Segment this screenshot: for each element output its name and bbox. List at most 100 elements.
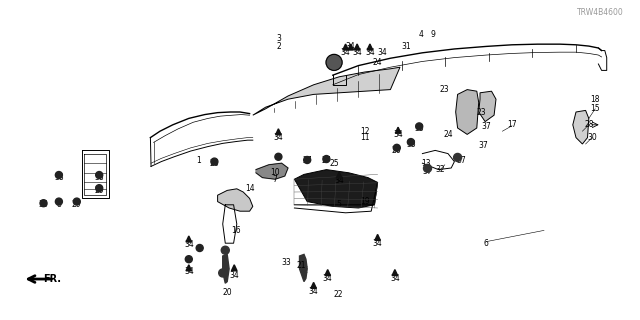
Text: 34: 34 bbox=[334, 176, 344, 185]
Polygon shape bbox=[456, 90, 479, 134]
Polygon shape bbox=[343, 44, 348, 50]
Text: 23: 23 bbox=[440, 85, 450, 94]
Text: 18: 18 bbox=[591, 95, 600, 104]
Polygon shape bbox=[573, 110, 589, 144]
Text: 9: 9 bbox=[430, 30, 435, 39]
Circle shape bbox=[96, 172, 102, 179]
Circle shape bbox=[74, 198, 80, 205]
Text: 28: 28 bbox=[584, 120, 593, 129]
Text: 8: 8 bbox=[56, 200, 61, 209]
Polygon shape bbox=[223, 254, 229, 283]
Polygon shape bbox=[186, 265, 191, 271]
Text: 38: 38 bbox=[94, 173, 104, 182]
Text: 34: 34 bbox=[365, 48, 375, 57]
Text: 38: 38 bbox=[54, 173, 64, 182]
Text: 34: 34 bbox=[184, 240, 194, 249]
Polygon shape bbox=[256, 163, 288, 179]
Circle shape bbox=[219, 269, 227, 277]
Polygon shape bbox=[300, 254, 307, 282]
Text: 24: 24 bbox=[372, 58, 383, 67]
Text: 34: 34 bbox=[393, 130, 403, 139]
Text: 26: 26 bbox=[392, 146, 402, 155]
Polygon shape bbox=[337, 172, 342, 178]
Text: 16: 16 bbox=[230, 226, 241, 235]
Text: 11: 11 bbox=[360, 133, 369, 142]
Text: 34: 34 bbox=[229, 271, 239, 280]
Text: FR.: FR. bbox=[44, 274, 61, 284]
Polygon shape bbox=[232, 265, 237, 271]
Text: 15: 15 bbox=[590, 104, 600, 113]
Polygon shape bbox=[276, 129, 281, 135]
Text: 19: 19 bbox=[360, 197, 370, 206]
Circle shape bbox=[275, 153, 282, 160]
Text: 21: 21 bbox=[296, 261, 305, 270]
Text: 25: 25 bbox=[329, 159, 339, 168]
Polygon shape bbox=[294, 170, 378, 208]
Circle shape bbox=[326, 54, 342, 70]
Circle shape bbox=[394, 144, 400, 151]
Text: 35: 35 bbox=[414, 124, 424, 132]
Polygon shape bbox=[479, 91, 496, 122]
Text: 34: 34 bbox=[346, 42, 356, 51]
Text: 26: 26 bbox=[209, 159, 220, 168]
Polygon shape bbox=[253, 67, 400, 115]
Circle shape bbox=[56, 198, 62, 205]
Text: 37: 37 bbox=[422, 167, 433, 176]
Polygon shape bbox=[218, 189, 253, 211]
Text: 33: 33 bbox=[282, 258, 292, 267]
Text: TRW4B4600: TRW4B4600 bbox=[577, 8, 624, 17]
Text: 34: 34 bbox=[323, 274, 333, 283]
Circle shape bbox=[196, 244, 203, 252]
Circle shape bbox=[304, 156, 310, 164]
Text: 34: 34 bbox=[308, 287, 319, 296]
Polygon shape bbox=[355, 44, 360, 50]
Text: 1: 1 bbox=[196, 156, 201, 164]
Text: 14: 14 bbox=[244, 184, 255, 193]
Text: 27: 27 bbox=[302, 156, 312, 164]
Polygon shape bbox=[375, 235, 380, 240]
Text: 7: 7 bbox=[273, 175, 278, 184]
Circle shape bbox=[454, 154, 461, 162]
Polygon shape bbox=[392, 269, 397, 276]
Text: 34: 34 bbox=[352, 48, 362, 57]
Text: 27: 27 bbox=[321, 156, 332, 164]
Text: 12: 12 bbox=[360, 127, 369, 136]
Polygon shape bbox=[311, 282, 316, 288]
Text: 13: 13 bbox=[420, 159, 431, 168]
Polygon shape bbox=[325, 269, 330, 276]
Text: 34: 34 bbox=[378, 48, 388, 57]
Circle shape bbox=[416, 123, 422, 130]
Text: 34: 34 bbox=[184, 268, 194, 276]
Text: 2: 2 bbox=[276, 42, 281, 51]
Text: 29: 29 bbox=[94, 186, 104, 195]
Text: 35: 35 bbox=[406, 140, 416, 148]
Circle shape bbox=[424, 164, 431, 172]
Text: 37: 37 bbox=[481, 122, 492, 131]
Text: 31: 31 bbox=[401, 42, 412, 51]
Circle shape bbox=[221, 246, 229, 254]
Text: 23: 23 bbox=[476, 108, 486, 116]
Polygon shape bbox=[348, 44, 353, 50]
Text: 36: 36 bbox=[38, 200, 49, 209]
Text: 6: 6 bbox=[484, 239, 489, 248]
Circle shape bbox=[96, 185, 102, 192]
Text: 29: 29 bbox=[72, 200, 82, 209]
Text: 3: 3 bbox=[276, 34, 281, 43]
Text: 24: 24 bbox=[443, 130, 453, 139]
Text: 32: 32 bbox=[435, 165, 445, 174]
Circle shape bbox=[186, 256, 192, 263]
Text: 34: 34 bbox=[340, 48, 351, 57]
Text: 34: 34 bbox=[273, 133, 284, 142]
Polygon shape bbox=[186, 236, 191, 242]
Text: 30: 30 bbox=[587, 133, 597, 142]
Circle shape bbox=[211, 158, 218, 165]
Text: 22: 22 bbox=[333, 290, 342, 299]
Circle shape bbox=[56, 172, 62, 179]
Polygon shape bbox=[396, 127, 401, 133]
Circle shape bbox=[323, 156, 330, 163]
Text: 10: 10 bbox=[270, 168, 280, 177]
Polygon shape bbox=[367, 44, 372, 50]
Circle shape bbox=[408, 139, 414, 146]
Text: 20: 20 bbox=[222, 288, 232, 297]
Text: 5: 5 bbox=[337, 200, 342, 209]
